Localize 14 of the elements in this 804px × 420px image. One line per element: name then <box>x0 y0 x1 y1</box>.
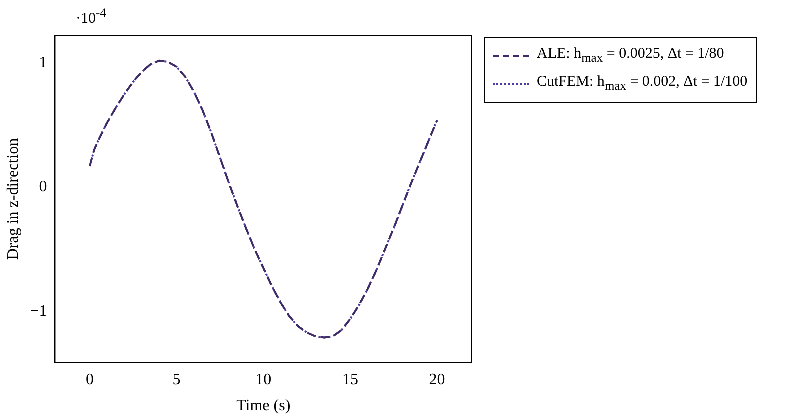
x-tick-label: 15 <box>342 371 358 388</box>
x-tick-label: 0 <box>86 371 94 388</box>
x-tick-label: 20 <box>429 371 446 388</box>
y-tick-label: 1 <box>39 54 48 72</box>
legend-label: ALE: h$_{max}$ = 0.0025, Δt = 1/80 <box>537 45 724 67</box>
x-tick-label: 10 <box>256 371 272 388</box>
y-axis-title: Drag in z-direction <box>4 138 22 260</box>
y-tick-label: −1 <box>30 302 48 320</box>
text: ·10$^{-4}$ <box>76 6 106 28</box>
line-series <box>88 60 438 339</box>
x-tick-label: 5 <box>172 371 181 388</box>
x-axis-title: Time (s) <box>236 398 291 415</box>
y-tick-label: 0 <box>39 178 48 196</box>
legend-label: CutFEM: h$_{max}$ = 0.002, Δt = 1/100 <box>537 73 748 95</box>
